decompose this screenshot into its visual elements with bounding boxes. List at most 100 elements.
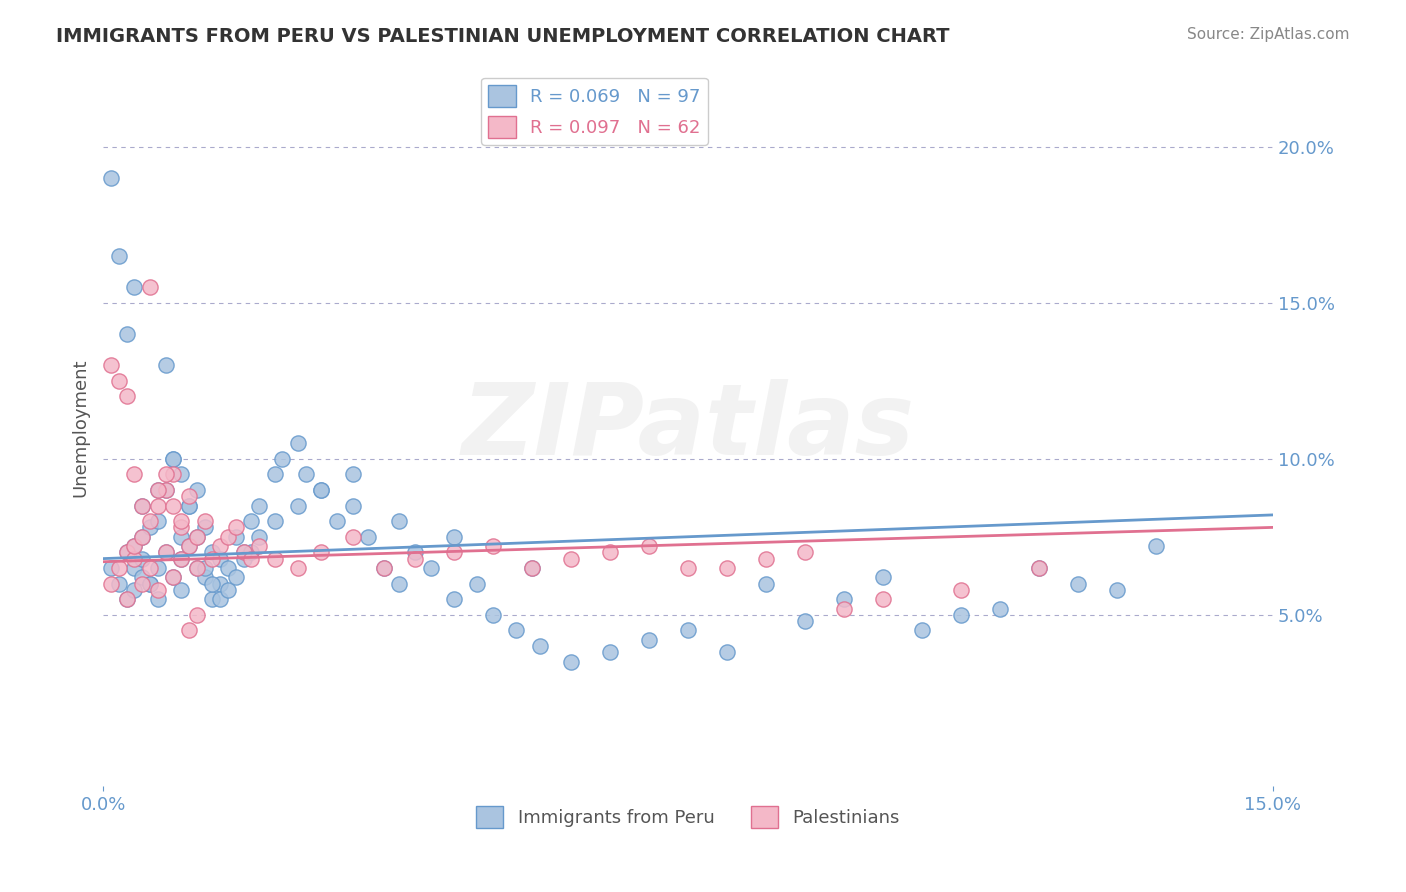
Point (170, 551, 193, 566)
Point (131, 499, 153, 513)
Point (217, 530, 239, 544)
Point (201, 592, 224, 607)
Point (177, 489, 200, 503)
Point (1028, 561, 1050, 575)
Point (107, 561, 129, 575)
Point (139, 561, 162, 575)
Point (529, 639, 551, 653)
Point (146, 582, 169, 597)
Point (287, 561, 309, 575)
Point (404, 545, 426, 559)
Point (404, 551, 426, 566)
Point (131, 530, 153, 544)
Point (162, 570, 184, 584)
Point (170, 530, 193, 544)
Point (186, 483, 208, 497)
Legend: Immigrants from Peru, Palestinians: Immigrants from Peru, Palestinians (470, 798, 907, 835)
Point (832, 601, 855, 615)
Point (357, 530, 380, 544)
Point (186, 530, 208, 544)
Text: Source: ZipAtlas.com: Source: ZipAtlas.com (1187, 27, 1350, 42)
Point (131, 576, 153, 591)
Point (311, 483, 333, 497)
Point (209, 576, 232, 591)
Point (170, 467, 193, 482)
Point (193, 570, 215, 584)
Point (107, 374, 129, 388)
Point (131, 499, 153, 513)
Point (100, 358, 122, 372)
Point (247, 539, 270, 553)
Point (201, 545, 224, 559)
Point (186, 607, 208, 622)
Point (263, 551, 285, 566)
Point (193, 514, 215, 528)
Point (794, 545, 817, 559)
Point (872, 592, 894, 607)
Point (124, 551, 146, 566)
Point (295, 467, 318, 482)
Point (326, 514, 349, 528)
Point (139, 514, 162, 528)
Point (520, 561, 543, 575)
Point (177, 539, 200, 553)
Point (560, 655, 582, 669)
Point (186, 561, 208, 575)
Point (115, 389, 138, 403)
Point (162, 451, 184, 466)
Point (832, 592, 855, 607)
Point (225, 530, 247, 544)
Point (139, 576, 162, 591)
Point (240, 545, 263, 559)
Point (107, 576, 129, 591)
Point (170, 520, 193, 534)
Point (139, 280, 162, 294)
Point (263, 467, 285, 482)
Point (232, 551, 254, 566)
Point (162, 451, 184, 466)
Point (443, 592, 465, 607)
Point (155, 545, 177, 559)
Point (115, 592, 138, 607)
Point (311, 545, 333, 559)
Point (155, 483, 177, 497)
Point (287, 499, 309, 513)
Point (247, 530, 270, 544)
Point (131, 551, 153, 566)
Point (240, 551, 263, 566)
Point (599, 645, 621, 659)
Point (124, 582, 146, 597)
Point (1144, 539, 1167, 553)
Point (247, 499, 270, 513)
Point (146, 483, 169, 497)
Point (155, 358, 177, 372)
Point (193, 561, 215, 575)
Point (1105, 582, 1128, 597)
Point (186, 530, 208, 544)
Point (271, 451, 294, 466)
Point (1028, 561, 1050, 575)
Point (911, 624, 934, 638)
Point (988, 601, 1011, 615)
Point (100, 561, 122, 575)
Point (482, 539, 505, 553)
Point (599, 545, 621, 559)
Point (186, 561, 208, 575)
Point (311, 483, 333, 497)
Point (638, 632, 661, 647)
Point (139, 576, 162, 591)
Point (146, 514, 169, 528)
Point (177, 624, 200, 638)
Point (170, 514, 193, 528)
Point (232, 545, 254, 559)
Point (232, 545, 254, 559)
Point (107, 249, 129, 263)
Point (342, 530, 364, 544)
Point (225, 520, 247, 534)
Point (388, 514, 411, 528)
Point (162, 570, 184, 584)
Point (201, 576, 224, 591)
Point (755, 551, 778, 566)
Point (193, 520, 215, 534)
Point (155, 545, 177, 559)
